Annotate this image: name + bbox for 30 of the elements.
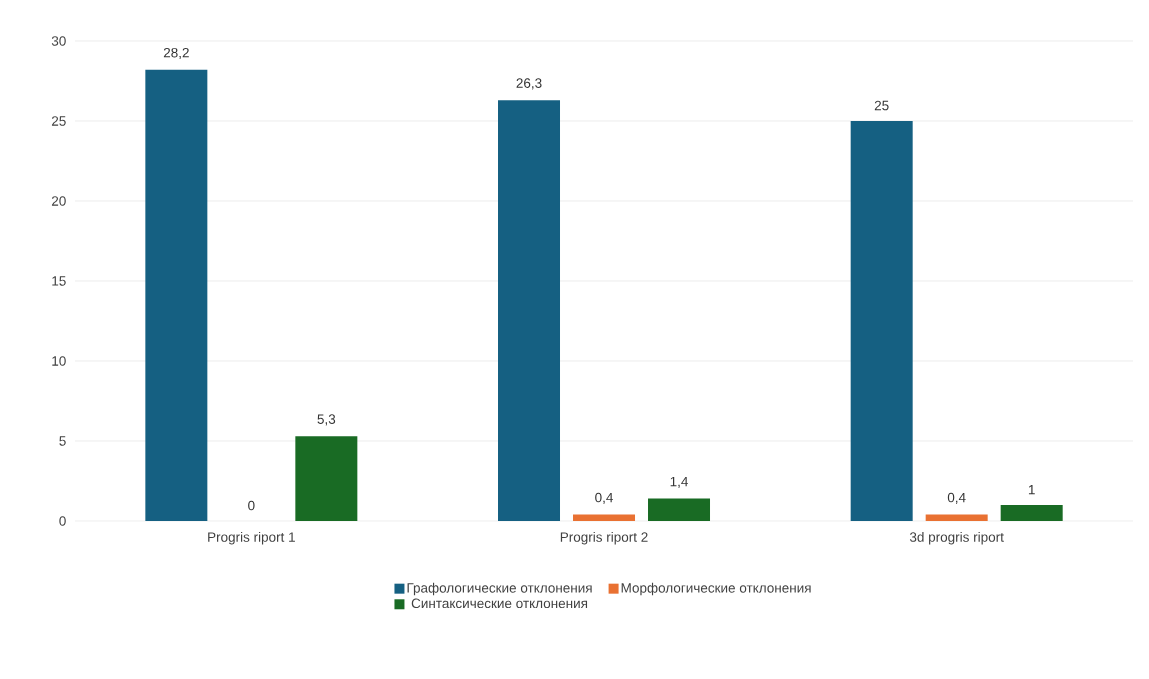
bar <box>573 514 636 521</box>
x-tick-label: 3d progris riport <box>909 531 1004 545</box>
data-label: 1,4 <box>670 476 688 488</box>
y-tick-label: 25 <box>51 116 66 126</box>
legend-label: Синтаксические отклонения <box>411 598 588 609</box>
x-tick-label: Progris riport 1 <box>208 531 295 545</box>
bar <box>648 498 711 521</box>
data-label: 0,4 <box>595 492 613 504</box>
legend-label: Графологические отклонения <box>407 582 592 596</box>
data-label: 26,3 <box>516 78 542 90</box>
bar <box>1000 504 1063 521</box>
bar <box>295 436 358 521</box>
y-tick-label: 10 <box>52 356 66 366</box>
bar <box>850 120 913 521</box>
y-tick-label: 20 <box>51 196 66 206</box>
bar <box>498 100 561 521</box>
y-tick-label: 15 <box>52 276 66 286</box>
y-tick-label: 5 <box>59 436 66 446</box>
bar <box>925 514 988 521</box>
data-label: 25 <box>874 100 889 111</box>
legend-label: Морфологические отклонения <box>621 582 811 596</box>
y-tick-label: 30 <box>51 36 66 46</box>
y-tick-label: 0 <box>59 516 66 526</box>
data-label: 28,2 <box>163 47 189 60</box>
data-label: 1 <box>1028 485 1035 495</box>
data-label: 0 <box>248 500 255 511</box>
bar <box>145 69 208 521</box>
data-label: 5,3 <box>317 414 336 426</box>
x-tick-label: Progris riport 2 <box>560 531 648 545</box>
data-label: 0,4 <box>947 492 966 504</box>
